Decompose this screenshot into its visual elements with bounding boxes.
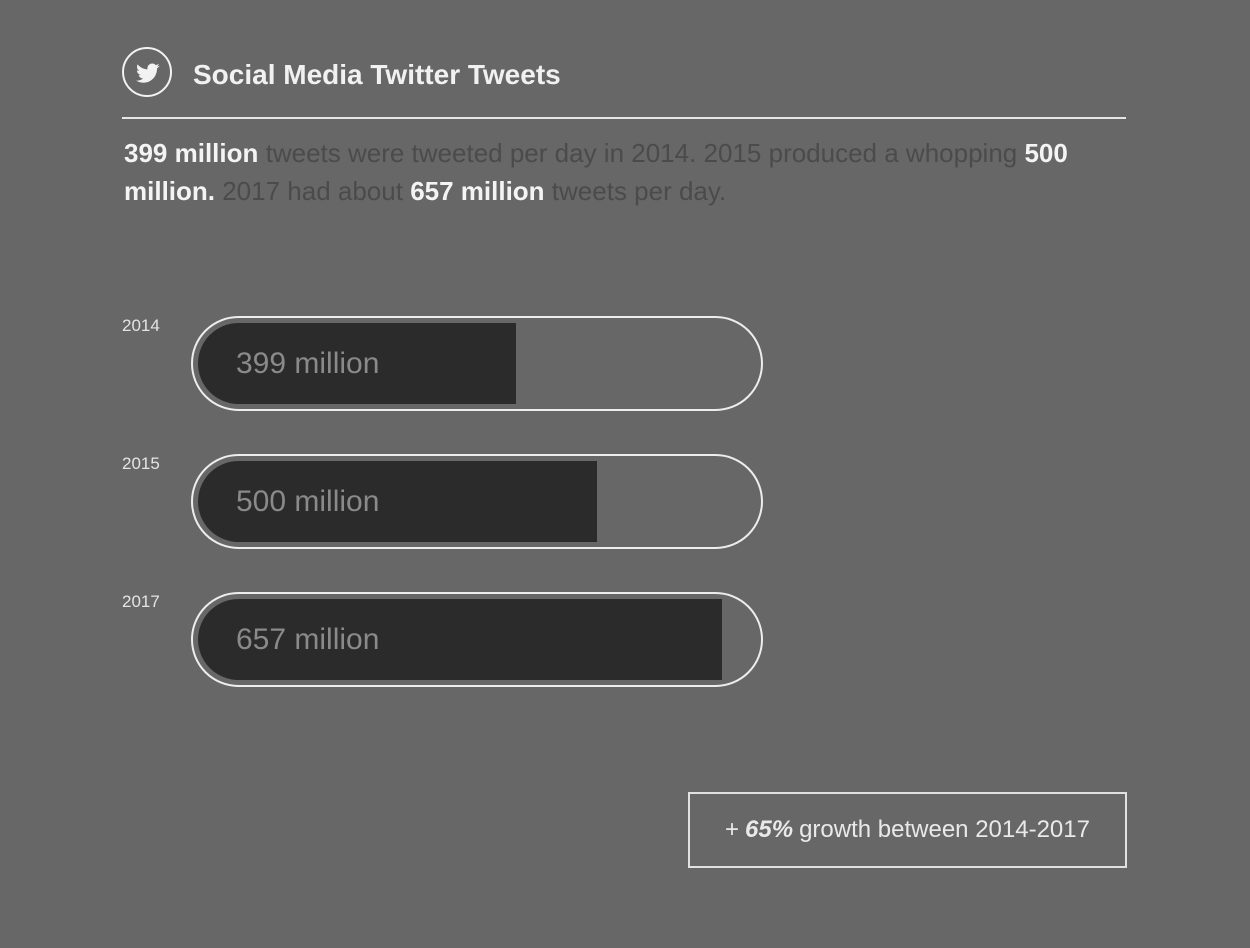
year-label: 2015: [122, 454, 160, 473]
year-label: 2017: [122, 592, 160, 611]
summary-text: 399 million tweets were tweeted per day …: [124, 134, 1124, 210]
summary-highlight-2017: 657 million: [410, 176, 545, 206]
page-title: Social Media Twitter Tweets: [193, 59, 561, 90]
summary-text-segment: tweets per day.: [544, 176, 727, 206]
summary-text-segment: 2017 had about: [215, 176, 411, 206]
bar-fill-2014: [198, 323, 516, 404]
growth-callout: + 65% growth between 2014-2017: [688, 792, 1127, 868]
bar-fill-2015: [198, 461, 597, 542]
growth-description: growth between 2014-2017: [799, 816, 1090, 843]
bar-fill-2017: [198, 599, 722, 680]
bar-value-label: 500 million: [236, 485, 380, 518]
growth-prefix: +: [725, 816, 740, 843]
year-label: 2014: [122, 316, 160, 335]
bar-track: 500 million: [191, 454, 763, 549]
growth-percent: 65%: [745, 816, 794, 843]
bar-track: 399 million: [191, 316, 763, 411]
summary-text-segment: tweets were tweeted per day in 2014. 201…: [258, 138, 1025, 168]
summary-highlight-2014: 399 million: [124, 138, 259, 168]
bar-track: 657 million: [191, 592, 763, 687]
bar-row-2017: 2017 657 million: [122, 592, 767, 688]
header: Social Media Twitter Tweets: [122, 47, 1126, 119]
bar-value-label: 399 million: [236, 347, 380, 380]
summary-highlight-2015: 500 million.: [124, 138, 1068, 206]
header-divider: [122, 117, 1126, 119]
bar-row-2015: 2015 500 million: [122, 454, 767, 550]
bar-row-2014: 2014 399 million: [122, 316, 767, 412]
twitter-bird-icon: [122, 47, 172, 97]
bar-value-label: 657 million: [236, 623, 380, 656]
